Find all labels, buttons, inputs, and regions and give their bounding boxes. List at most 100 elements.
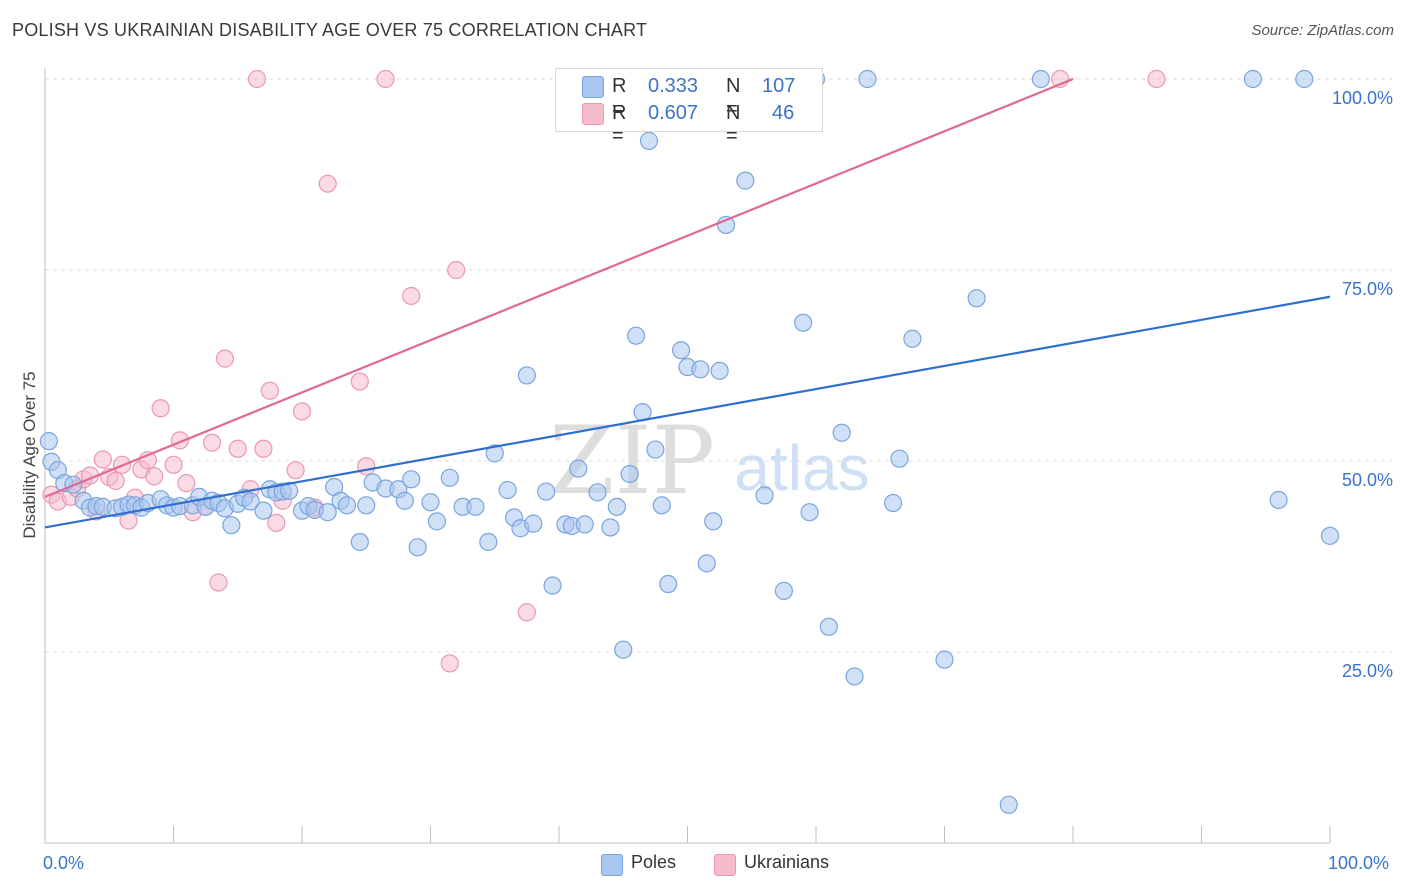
ukrainians-point bbox=[164, 455, 183, 474]
poles-point bbox=[408, 538, 427, 557]
poles-point bbox=[39, 432, 58, 451]
ukrainians-points bbox=[42, 69, 1166, 673]
poles-point bbox=[755, 486, 774, 505]
poles-point bbox=[1269, 490, 1288, 510]
poles-point bbox=[498, 480, 517, 500]
chart-title: POLISH VS UKRAINIAN DISABILITY AGE OVER … bbox=[12, 20, 648, 40]
ukrainians-n-label: N = bbox=[726, 102, 741, 147]
poles-trend-line bbox=[44, 295, 1331, 529]
poles-point bbox=[646, 440, 665, 459]
poles-point bbox=[350, 532, 369, 552]
source-label: Source: ZipAtlas.com bbox=[1251, 22, 1394, 39]
poles-point bbox=[671, 341, 691, 360]
poles-point bbox=[318, 503, 337, 522]
ukrainians-point bbox=[106, 471, 125, 490]
poles-point bbox=[639, 131, 659, 150]
ukrainians-point bbox=[145, 467, 164, 486]
ukrainians-point bbox=[447, 260, 466, 280]
poles-point bbox=[222, 516, 241, 535]
poles-point bbox=[537, 482, 556, 501]
ukrainians-point bbox=[254, 439, 273, 458]
poles-point bbox=[607, 497, 626, 516]
ukrainians-point bbox=[151, 399, 170, 418]
trend-lines bbox=[44, 77, 1331, 529]
poles-point bbox=[1320, 526, 1340, 545]
ukrainians-point bbox=[93, 450, 112, 469]
ukrainians-point bbox=[177, 474, 196, 493]
y-tick-labels: 100.0% 75.0% 50.0% 25.0% bbox=[1332, 88, 1393, 681]
ukrainians-point bbox=[209, 573, 228, 592]
ukrainians-point bbox=[402, 286, 421, 306]
poles-point bbox=[697, 554, 716, 573]
poles-n-label: N = bbox=[726, 75, 741, 120]
ukrainians-point bbox=[286, 461, 305, 480]
poles-legend-label: Poles bbox=[631, 852, 677, 872]
ukrainians-point bbox=[260, 381, 279, 400]
y-tick-label-0: 100.0% bbox=[1332, 88, 1393, 108]
poles-point bbox=[254, 501, 273, 520]
y-tick-label-1: 75.0% bbox=[1342, 279, 1393, 299]
poles-point bbox=[858, 69, 877, 89]
poles-point bbox=[1243, 69, 1263, 89]
poles-point bbox=[967, 289, 986, 308]
poles-point bbox=[614, 640, 633, 659]
poles-point bbox=[421, 493, 440, 512]
y-tick-label-3: 25.0% bbox=[1342, 661, 1393, 681]
stats-legend: R = 0.333 N = 107 R = 0.607 N = 46 bbox=[555, 68, 823, 147]
poles-point bbox=[774, 581, 793, 600]
poles-point bbox=[466, 497, 485, 516]
ukrainians-point bbox=[228, 439, 247, 458]
y-tick-label-2: 50.0% bbox=[1342, 470, 1393, 490]
poles-point bbox=[517, 366, 536, 385]
poles-legend-swatch bbox=[601, 854, 623, 876]
ukrainians-r-label: R = bbox=[612, 102, 627, 147]
ukrainians-point bbox=[215, 349, 234, 368]
poles-point bbox=[337, 496, 357, 515]
poles-point bbox=[659, 574, 678, 594]
poles-point bbox=[588, 483, 607, 502]
poles-r-value: 0.333 bbox=[648, 75, 699, 97]
poles-point bbox=[427, 512, 447, 531]
poles-point bbox=[691, 360, 710, 379]
ukrainians-point bbox=[267, 513, 286, 532]
ukrainians-legend-swatch bbox=[714, 854, 736, 876]
poles-point bbox=[575, 515, 594, 534]
poles-point bbox=[440, 468, 459, 487]
watermark-atlas: atlas bbox=[734, 432, 869, 504]
poles-r-label: R = bbox=[612, 75, 627, 120]
poles-point bbox=[845, 667, 864, 686]
poles-point bbox=[395, 491, 414, 510]
poles-n-value: 107 bbox=[762, 75, 796, 97]
ukrainians-point bbox=[350, 372, 369, 391]
poles-point bbox=[935, 650, 954, 669]
ukrainians-point bbox=[440, 654, 459, 673]
poles-point bbox=[479, 532, 498, 552]
poles-point bbox=[543, 576, 562, 595]
poles-point bbox=[800, 503, 819, 522]
poles-point bbox=[704, 512, 723, 531]
x-tick-min: 0.0% bbox=[43, 853, 85, 873]
poles-point bbox=[241, 492, 260, 511]
poles-point bbox=[710, 361, 729, 380]
poles-point bbox=[1031, 69, 1050, 89]
poles-swatch bbox=[582, 76, 604, 98]
poles-point bbox=[402, 470, 421, 489]
poles-point bbox=[601, 518, 620, 537]
ukrainians-trend-line bbox=[44, 77, 1074, 498]
ukrainians-point bbox=[247, 69, 267, 89]
ukrainians-r-value: 0.607 bbox=[648, 102, 699, 124]
ukrainians-point bbox=[376, 69, 395, 89]
poles-point bbox=[794, 313, 813, 332]
poles-point bbox=[890, 449, 909, 468]
x-tick-max: 100.0% bbox=[1328, 853, 1390, 873]
ukrainians-legend-label: Ukrainians bbox=[744, 852, 830, 872]
poles-point bbox=[524, 514, 543, 533]
ukrainians-swatch bbox=[582, 103, 604, 125]
ukrainians-point bbox=[357, 457, 376, 476]
ukrainians-point bbox=[517, 603, 536, 622]
poles-point bbox=[903, 329, 922, 348]
ukrainians-point bbox=[318, 174, 337, 193]
poles-point bbox=[736, 171, 755, 190]
poles-point bbox=[620, 464, 639, 484]
